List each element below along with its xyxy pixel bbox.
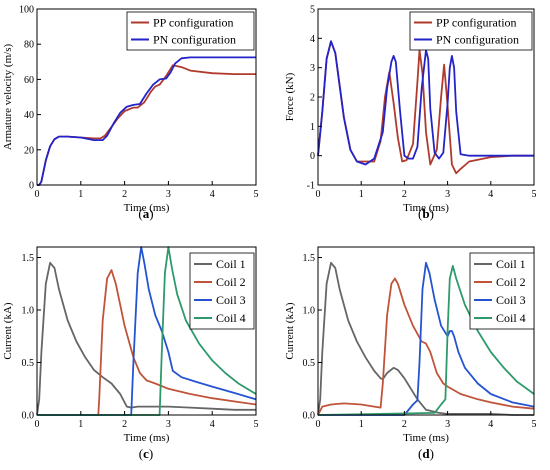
x-tick-label: 1 xyxy=(359,419,364,430)
series-line-coil-3 xyxy=(318,261,535,416)
series-line-coil-3 xyxy=(37,246,257,416)
x-tick-label: 5 xyxy=(254,189,259,200)
x-tick-label: 2 xyxy=(122,189,127,200)
y-tick-label: 4 xyxy=(310,34,315,45)
legend-entry: Coil 3 xyxy=(216,293,246,307)
x-tick-label: 1 xyxy=(78,189,83,200)
y-tick-label: 5 xyxy=(310,5,315,16)
legend: Coil 1 Coil 2 Coil 3 Coil 4 xyxy=(189,252,255,330)
legend: Coil 1 Coil 2 Coil 3 Coil 4 xyxy=(469,252,535,330)
y-tick-label: 20 xyxy=(24,145,34,156)
y-tick-label: -1 xyxy=(307,181,315,192)
x-axis-label: Time (ms) xyxy=(124,432,170,444)
y-tick-label: 3 xyxy=(310,63,315,74)
y-tick-label: 100 xyxy=(19,5,34,16)
y-axis-label: Current (kA) xyxy=(2,302,14,359)
series-line-pn-configuration xyxy=(317,40,534,166)
panel-a: 0 1 2 3 4 5 0 20 40 60 80 100 Time (ms) Armature velo… xyxy=(2,5,259,222)
plot-frame xyxy=(317,246,535,416)
y-tick-label: 1.0 xyxy=(303,306,316,317)
y-tick-label: 0.0 xyxy=(22,411,35,422)
y-tick-label: 80 xyxy=(24,40,34,51)
y-tick-label: 40 xyxy=(24,110,34,121)
x-tick-label: 2 xyxy=(122,419,127,430)
series-line-coil-1 xyxy=(317,261,534,416)
legend-entry: Coil 2 xyxy=(496,275,526,289)
y-tick-label: 1 xyxy=(310,122,315,133)
panel-label: (a) xyxy=(138,206,153,221)
legend-box xyxy=(126,11,255,51)
legend-entry: PN configuration xyxy=(436,33,519,47)
legend-box xyxy=(409,11,533,51)
y-tick-label: 0 xyxy=(29,181,34,192)
series-line-coil-4 xyxy=(317,265,535,416)
y-axis-label: Current (kA) xyxy=(284,302,296,359)
x-tick-label: 4 xyxy=(488,189,493,200)
x-tick-label: 5 xyxy=(532,419,537,430)
series-line-pp-configuration xyxy=(37,64,256,186)
series-line-pn-configuration xyxy=(37,56,256,186)
series-line-pp-configuration xyxy=(317,40,534,175)
x-tick-label: 2 xyxy=(402,189,407,200)
x-tick-label: 5 xyxy=(532,189,537,200)
x-axis-label: Time (ms) xyxy=(403,432,449,444)
x-tick-label: 3 xyxy=(445,189,450,200)
y-tick-label: 60 xyxy=(24,75,34,86)
y-axis-label: Armature velocity (m/s) xyxy=(2,44,14,151)
x-tick-label: 3 xyxy=(445,419,450,430)
y-tick-label: 0.5 xyxy=(22,358,35,369)
x-tick-label: 4 xyxy=(210,419,215,430)
y-tick-label: 0.5 xyxy=(303,358,316,369)
x-tick-label: 3 xyxy=(166,189,171,200)
x-tick-label: 4 xyxy=(210,189,215,200)
legend-box xyxy=(189,252,255,330)
x-tick-label: 0 xyxy=(316,189,321,200)
y-tick-label: 0.0 xyxy=(303,411,316,422)
legend-entry: PP configuration xyxy=(153,16,234,30)
series-line-coil-1 xyxy=(36,261,256,416)
series-line-coil-2 xyxy=(37,269,257,416)
x-axis-label: Time (ms) xyxy=(124,202,170,214)
legend-entry: Coil 4 xyxy=(496,311,526,325)
legend-entry: Coil 1 xyxy=(216,257,246,271)
x-axis-label: Time (ms) xyxy=(403,202,449,214)
panel-c: 0 1 2 3 4 5 0.0 0.5 1.0 1.5 Time (ms) Current (kA) C… xyxy=(2,246,259,461)
y-axis-label: Force (kN) xyxy=(284,72,296,121)
panel-label: (d) xyxy=(418,446,434,461)
legend-entry: Coil 2 xyxy=(216,275,246,289)
series-line-coil-2 xyxy=(317,277,535,416)
plot-frame xyxy=(36,246,257,416)
y-tick-label: 0 xyxy=(310,151,315,162)
x-tick-label: 1 xyxy=(359,189,364,200)
x-tick-label: 5 xyxy=(254,419,259,430)
x-tick-label: 4 xyxy=(488,419,493,430)
legend-entry: Coil 3 xyxy=(496,293,526,307)
series-line-coil-4 xyxy=(37,246,257,416)
x-tick-label: 0 xyxy=(35,189,40,200)
legend-entry: Coil 4 xyxy=(216,311,246,325)
panel-label: (b) xyxy=(418,206,434,221)
legend: PP configuration PN configuration xyxy=(126,11,255,51)
y-tick-label: 2 xyxy=(310,93,315,104)
x-tick-label: 3 xyxy=(166,419,171,430)
y-tick-label: 1.5 xyxy=(22,253,35,264)
x-tick-label: 2 xyxy=(402,419,407,430)
y-tick-label: 1.0 xyxy=(22,306,35,317)
legend-entry: PN configuration xyxy=(153,33,236,47)
x-tick-label: 0 xyxy=(35,419,40,430)
panel-d: 0 1 2 3 4 5 0.0 0.5 1.0 1.5 Time (ms) Current (kA) C… xyxy=(284,246,537,461)
legend-entry: Coil 1 xyxy=(496,257,526,271)
legend-box xyxy=(469,252,535,330)
plot-frame xyxy=(36,8,257,186)
x-tick-label: 0 xyxy=(316,419,321,430)
y-tick-label: 1.5 xyxy=(303,253,316,264)
panel-label: (c) xyxy=(139,446,153,461)
x-tick-label: 1 xyxy=(78,419,83,430)
legend-entry: PP configuration xyxy=(436,16,517,30)
legend: PP configuration PN configuration xyxy=(409,11,533,51)
